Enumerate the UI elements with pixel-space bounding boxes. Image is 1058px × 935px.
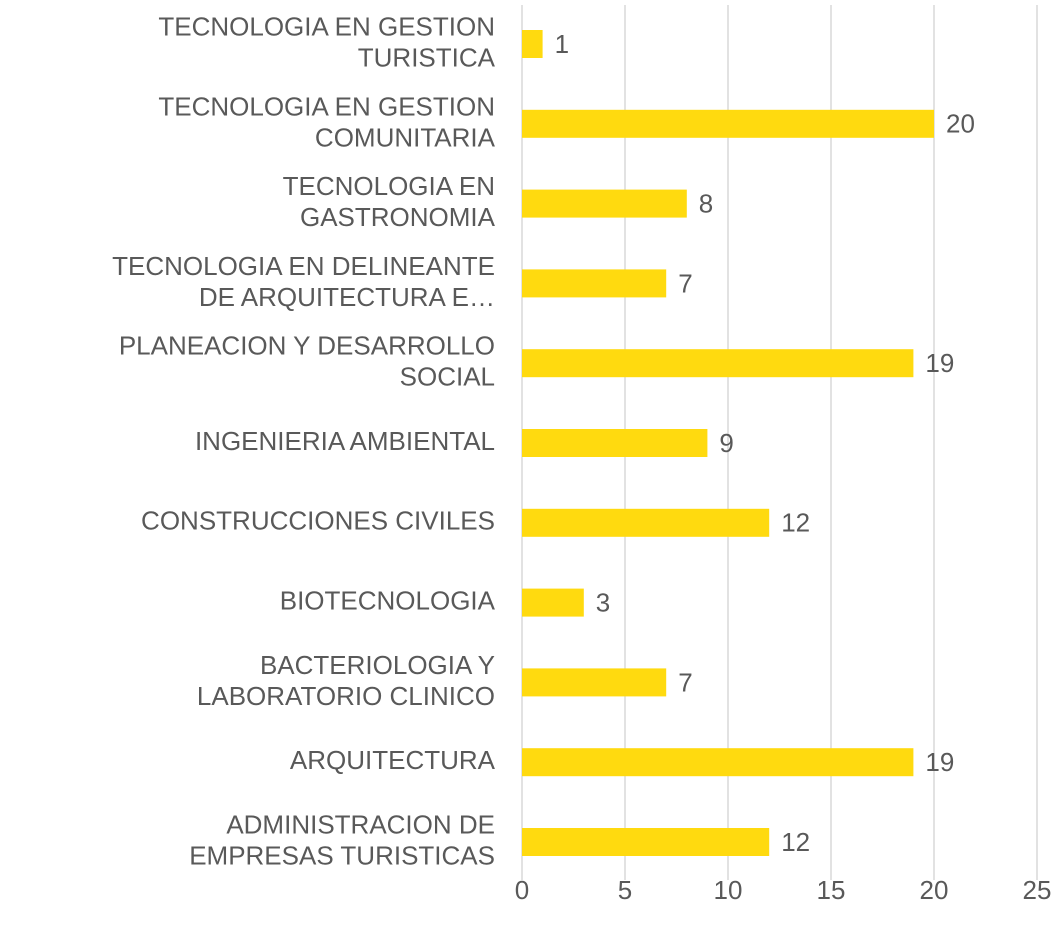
y-tick-label: INGENIERIA AMBIENTAL bbox=[195, 426, 495, 456]
bar bbox=[522, 828, 770, 856]
x-tick-label: 15 bbox=[817, 875, 846, 905]
data-label: 12 bbox=[781, 827, 810, 857]
x-tick-label: 0 bbox=[515, 875, 529, 905]
x-tick-label: 20 bbox=[920, 875, 949, 905]
data-label: 19 bbox=[925, 348, 954, 378]
bar bbox=[522, 189, 687, 218]
bar bbox=[522, 748, 914, 777]
bar bbox=[522, 269, 667, 298]
x-tick-label: 5 bbox=[618, 875, 632, 905]
bar bbox=[522, 30, 543, 58]
data-label: 7 bbox=[678, 268, 692, 298]
data-label: 12 bbox=[781, 508, 810, 538]
data-label: 19 bbox=[925, 747, 954, 777]
y-tick-label: ADMINISTRACION DE EMPRESAS TURISTICAS bbox=[189, 809, 495, 870]
bar bbox=[522, 349, 914, 378]
y-tick-label: TECNOLOGIA EN GESTION COMUNITARIA bbox=[158, 91, 495, 152]
data-label: 8 bbox=[699, 188, 713, 218]
y-tick-label: ARQUITECTURA bbox=[290, 745, 496, 775]
data-label: 20 bbox=[946, 109, 975, 139]
data-label: 1 bbox=[555, 29, 569, 59]
y-tick-label: BIOTECNOLOGIA bbox=[280, 585, 496, 615]
y-tick-label: CONSTRUCCIONES CIVILES bbox=[141, 506, 495, 536]
bar bbox=[522, 429, 708, 457]
bar bbox=[522, 588, 584, 617]
data-label: 9 bbox=[719, 428, 733, 458]
data-label: 7 bbox=[678, 667, 692, 697]
y-tick-label: TECNOLOGIA EN GASTRONOMIA bbox=[283, 171, 496, 232]
x-tick-label: 10 bbox=[714, 875, 743, 905]
y-tick-label: TECNOLOGIA EN DELINEANTE DE ARQUITECTURA … bbox=[112, 251, 495, 312]
y-tick-label: PLANEACION Y DESARROLLO SOCIAL bbox=[119, 331, 495, 392]
bar bbox=[522, 109, 934, 138]
y-tick-label: TECNOLOGIA EN GESTION TURISTICA bbox=[158, 11, 495, 72]
x-tick-label: 25 bbox=[1023, 875, 1052, 905]
data-label: 3 bbox=[596, 587, 610, 617]
bar bbox=[522, 668, 667, 697]
bar bbox=[522, 508, 770, 537]
y-tick-label: BACTERIOLOGIA Y LABORATORIO CLINICO bbox=[197, 650, 495, 711]
